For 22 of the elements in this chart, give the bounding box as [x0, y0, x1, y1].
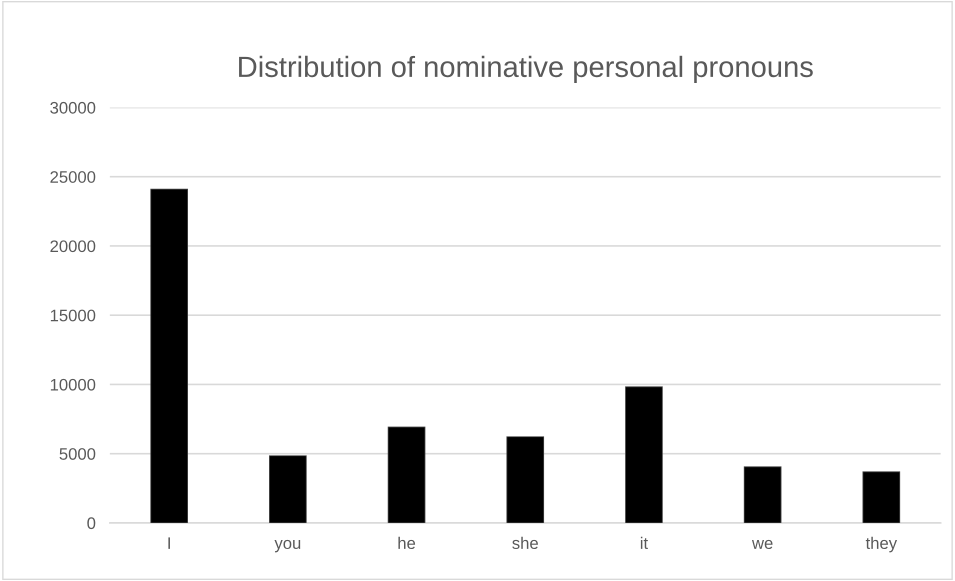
y-tick-label: 0	[87, 517, 96, 530]
bar	[150, 188, 188, 523]
x-tick-label: he	[398, 536, 416, 550]
bar	[269, 455, 307, 523]
chart-title: Distribution of nominative personal pronouns	[239, 56, 813, 83]
y-tick-label: 5000	[60, 448, 96, 460]
bar	[625, 386, 663, 523]
y-tick-label: 20000	[50, 240, 96, 252]
x-tick-label: we	[752, 540, 773, 550]
x-tick-label: it	[640, 536, 648, 549]
x-tick-label: she	[512, 536, 538, 550]
bar	[506, 436, 544, 523]
bar	[388, 426, 426, 523]
y-tick-label: 30000	[50, 102, 96, 114]
bar	[862, 471, 900, 523]
y-tick-label: 25000	[50, 171, 96, 183]
x-tick-label: I	[168, 537, 170, 549]
x-tick-label: you	[274, 540, 300, 552]
y-tick-label: 15000	[50, 310, 96, 322]
y-tick-label: 10000	[50, 378, 96, 391]
bar	[744, 466, 782, 523]
x-tick-label: they	[866, 536, 898, 552]
